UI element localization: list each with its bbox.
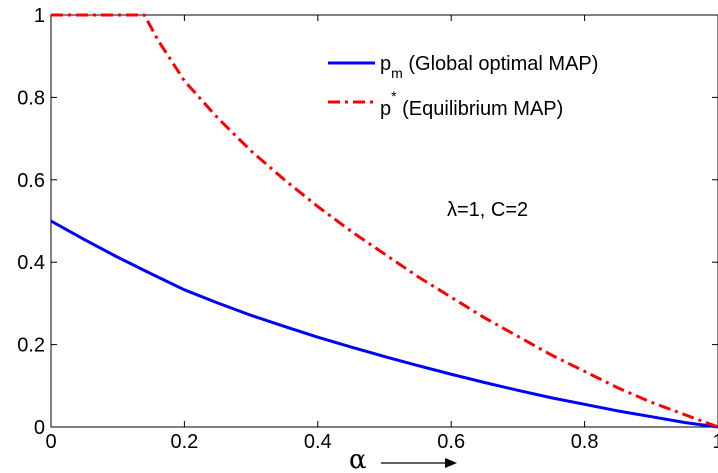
legend: pm (Global optimal MAP) p* (Equilibrium …	[328, 53, 598, 120]
y-tick-label: 0.6	[17, 170, 45, 192]
plot-frame	[50, 14, 718, 428]
y-tick-label: 1	[34, 5, 45, 27]
x-tick-label: 0.6	[437, 431, 465, 453]
plot-area	[50, 13, 718, 429]
y-tick-label: 0	[34, 417, 45, 439]
x-tick-label: 0.2	[170, 431, 198, 453]
series-line-equilibrium	[51, 13, 718, 429]
x-tick-label: 0	[45, 431, 56, 453]
x-axis: 0 0.2 0.4 0.6 0.8 1	[45, 15, 718, 453]
x-axis-label: α	[349, 445, 367, 473]
y-tick-label: 0.4	[17, 252, 45, 274]
y-axis: 0 0.2 0.4 0.6 0.8 1	[17, 5, 718, 439]
legend-label-equilibrium: p* (Equilibrium MAP)	[380, 88, 563, 120]
annotation-params: λ=1, C=2	[447, 199, 528, 221]
y-tick-label: 0.2	[17, 335, 45, 357]
y-tick-label: 0.8	[17, 87, 45, 109]
x-axis-arrow	[381, 458, 457, 468]
legend-label-global-optimal: pm (Global optimal MAP)	[380, 53, 598, 81]
series-line-global-optimal	[50, 219, 718, 429]
x-tick-label: 1	[712, 431, 718, 453]
x-tick-label: 0.4	[304, 431, 332, 453]
x-tick-label: 0.8	[571, 431, 599, 453]
